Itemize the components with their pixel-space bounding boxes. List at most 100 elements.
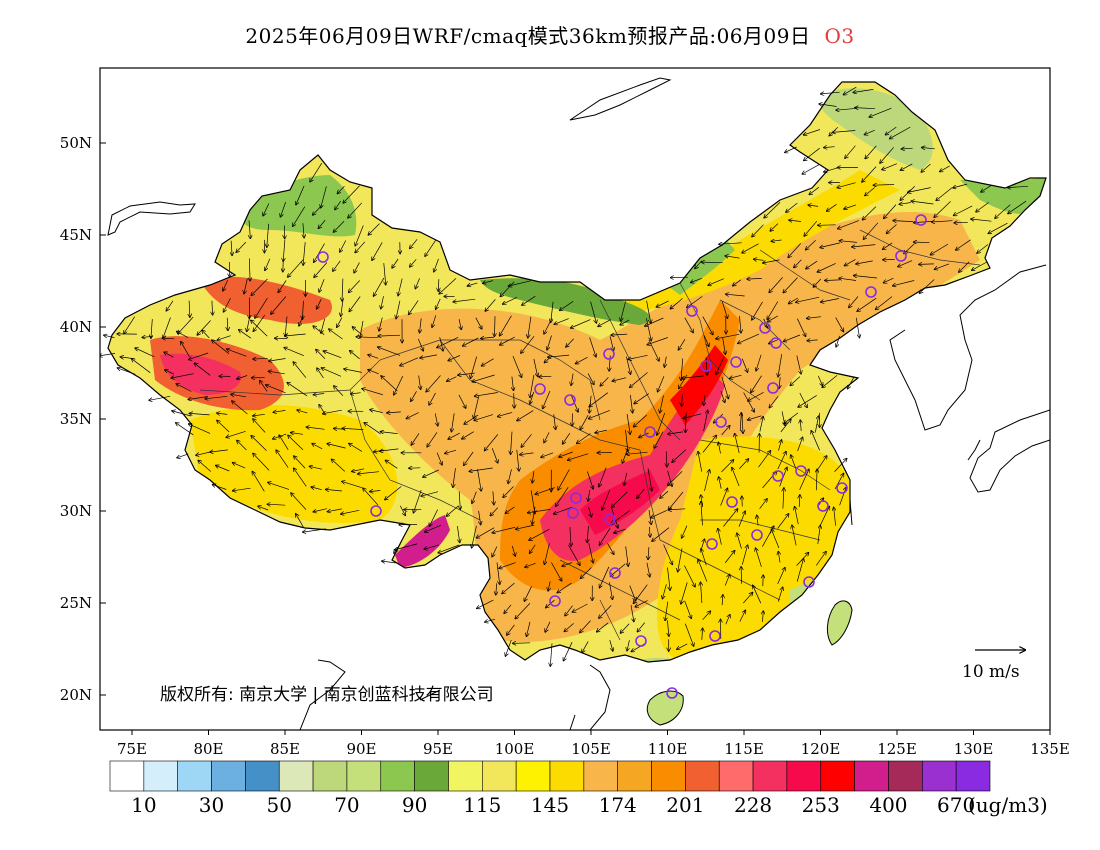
- wind-arrow: [283, 239, 285, 261]
- wind-arrow: [370, 410, 383, 413]
- city-marker: [317, 251, 329, 263]
- wind-arrow: [819, 104, 837, 107]
- wind-arrow: [741, 567, 742, 584]
- legend-swatch: [346, 760, 382, 792]
- wind-arrow: [682, 375, 705, 379]
- wind-arrow: [227, 317, 228, 331]
- wind-arrow: [344, 369, 362, 373]
- wind-arrow: [588, 543, 593, 563]
- wind-arrow: [197, 320, 211, 336]
- wind-arrow: [571, 395, 579, 412]
- wind-arrow: [296, 185, 305, 205]
- wind-arrow: [467, 282, 478, 286]
- wind-arrow: [439, 337, 443, 351]
- wind-arrow: [971, 219, 992, 222]
- wind-arrow: [464, 451, 474, 465]
- wind-arrow: [479, 510, 481, 525]
- wind-arrow: [491, 447, 498, 463]
- wind-arrow: [610, 563, 626, 576]
- wind-arrow: [704, 470, 710, 491]
- wind-arrow: [646, 562, 650, 577]
- wind-arrow: [576, 356, 588, 363]
- wind-arrow: [512, 355, 522, 377]
- wind-arrow: [177, 332, 189, 338]
- wind-arrow: [559, 451, 573, 457]
- wind-arrow: [845, 145, 856, 159]
- wind-arrow: [718, 529, 722, 545]
- wind-arrow: [253, 314, 266, 331]
- wind-arrow: [609, 640, 613, 651]
- wind-arrow: [796, 296, 820, 302]
- wind-arrow: [956, 239, 971, 250]
- wind-arrow: [482, 358, 494, 366]
- wind-arrow: [570, 526, 571, 546]
- legend-swatch: [888, 760, 923, 792]
- wind-arrow: [505, 639, 512, 656]
- wind-arrow: [725, 615, 730, 625]
- wind-arrow: [911, 201, 934, 205]
- wind-arrow: [818, 225, 836, 226]
- wind-arrow: [268, 482, 290, 490]
- wind-arrow: [283, 259, 284, 272]
- lon-tick-label: 80E: [193, 740, 223, 758]
- wind-arrow: [149, 395, 171, 400]
- wind-arrow: [459, 491, 460, 510]
- wind-arrow: [778, 552, 780, 563]
- wind-arrow: [548, 354, 570, 357]
- legend-swatch: [482, 760, 517, 792]
- wind-arrow: [351, 393, 361, 394]
- wind-arrow: [621, 301, 626, 321]
- wind-arrow: [475, 392, 498, 397]
- wind-arrow: [883, 242, 893, 250]
- wind-arrow: [381, 296, 384, 309]
- wind-arrow: [279, 435, 289, 450]
- wind-arrow: [739, 459, 748, 470]
- wind-arrow: [321, 368, 342, 377]
- wind-arrow: [524, 586, 532, 601]
- wind-arrow: [816, 469, 817, 491]
- wind-arrow: [890, 126, 911, 139]
- wind-arrow: [303, 242, 306, 265]
- wind-arrow: [646, 318, 651, 340]
- wind-arrow: [438, 279, 439, 291]
- wind-arrow: [843, 86, 857, 95]
- wind-arrow: [752, 301, 763, 320]
- wind-arrow: [217, 413, 228, 414]
- wind-arrow: [825, 280, 840, 281]
- wind-arrow: [189, 300, 190, 318]
- wind-arrow: [665, 601, 669, 621]
- wind-arrow: [415, 278, 420, 288]
- wind-arrow: [836, 108, 857, 110]
- wind-arrow: [163, 317, 171, 339]
- wind-arrow: [287, 383, 308, 397]
- coastlines: [107, 77, 1050, 730]
- wind-arrow: [628, 354, 648, 359]
- wind-arrow: [314, 262, 328, 278]
- wind-arrow: [162, 338, 175, 339]
- legend-unit: (ug/m3): [968, 793, 1048, 817]
- wind-arrow: [668, 471, 683, 485]
- lon-tick-label: 135E: [1030, 740, 1070, 758]
- wind-arrow: [922, 148, 935, 149]
- wind-arrow: [419, 375, 421, 390]
- wind-arrow: [132, 359, 151, 373]
- legend-swatch: [854, 760, 889, 792]
- wind-arrow: [752, 224, 764, 237]
- wind-arrow: [637, 488, 645, 498]
- wind-arrow: [857, 297, 877, 311]
- wind-arrow: [814, 416, 818, 433]
- wind-arrow: [271, 296, 287, 315]
- wind-arrow: [124, 316, 135, 334]
- wind-arrow: [795, 507, 799, 525]
- wind-arrow: [354, 262, 360, 273]
- wind-arrow: [735, 434, 740, 454]
- wind-arrow: [724, 551, 735, 564]
- wind-arrow: [498, 412, 513, 416]
- wind-arrow: [288, 259, 304, 277]
- wind-arrow: [751, 375, 762, 393]
- wind-arrow: [451, 413, 455, 431]
- wind-arrows: [100, 86, 1028, 666]
- wind-arrow: [777, 587, 783, 602]
- wind-arrow: [318, 219, 326, 228]
- wind-arrow: [493, 491, 494, 504]
